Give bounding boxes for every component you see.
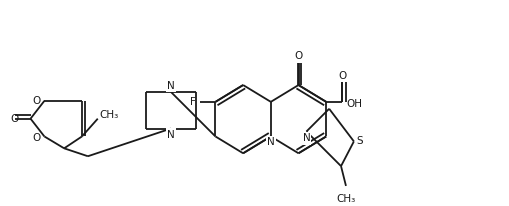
Text: F: F [189,97,195,107]
Text: N: N [167,130,175,139]
Text: N: N [266,137,274,147]
Text: O: O [32,133,40,143]
Text: O: O [32,96,40,106]
Text: O: O [294,51,302,61]
Text: N: N [302,133,309,144]
Text: S: S [356,136,363,146]
Text: O: O [337,71,346,81]
Text: O: O [11,114,19,124]
Text: CH₃: CH₃ [100,110,119,120]
Text: N: N [167,81,175,91]
Text: CH₃: CH₃ [336,194,355,204]
Text: OH: OH [345,99,361,109]
